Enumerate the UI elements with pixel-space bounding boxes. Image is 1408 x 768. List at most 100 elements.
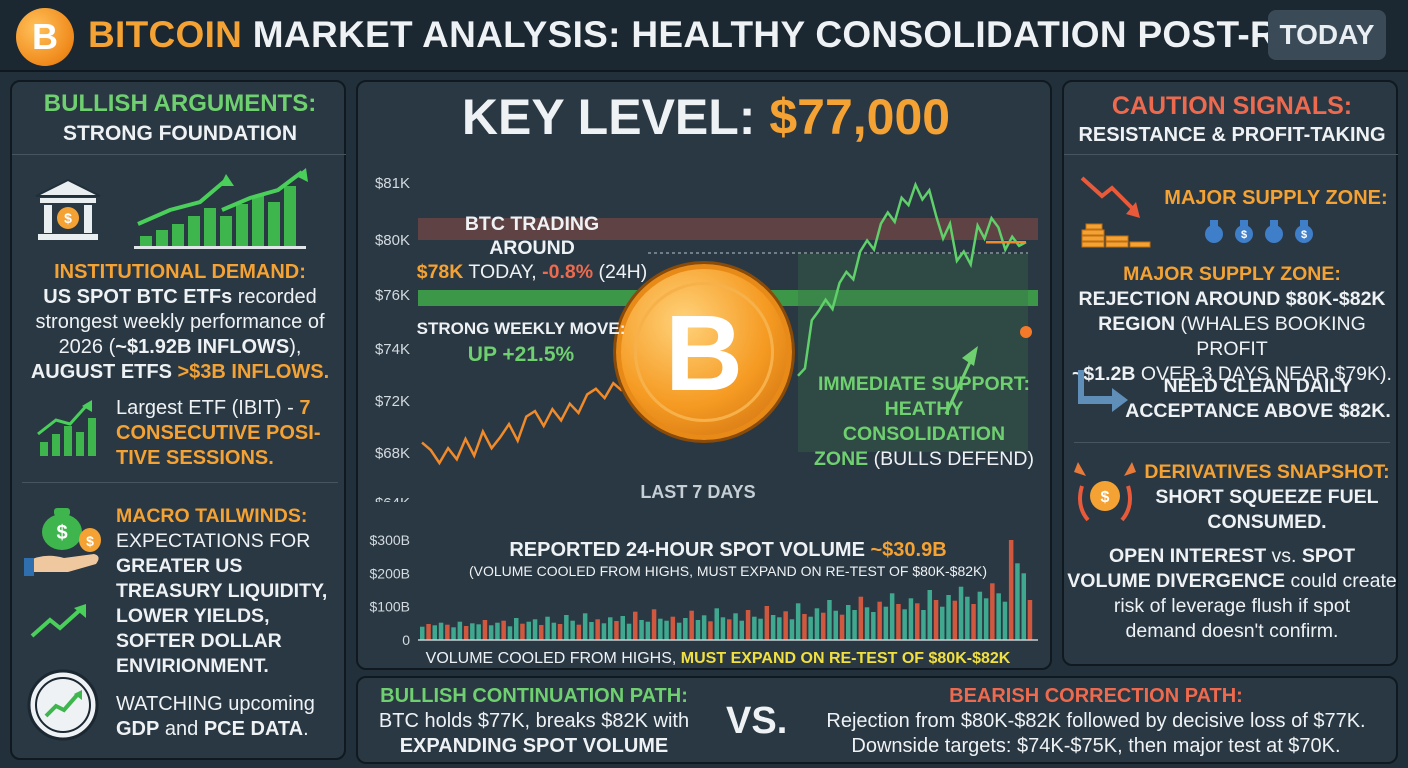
immediate-support-label: IMMEDIATE SUPPORT: HEATHY CONSOLIDATION … xyxy=(814,373,1034,470)
volume-bar xyxy=(758,618,763,640)
price-line-recent xyxy=(797,181,1027,377)
volume-bar xyxy=(852,610,857,640)
volume-bar xyxy=(651,609,657,640)
volume-bar xyxy=(739,620,744,640)
last-7-days-label: LAST 7 DAYS xyxy=(640,482,756,502)
volume-bar xyxy=(501,620,506,640)
volume-bar xyxy=(871,612,876,640)
today-button[interactable]: TODAY xyxy=(1268,10,1386,60)
btc-trading-label: BTC TRADING AROUND $78K TODAY, -0.8% (24… xyxy=(416,213,648,283)
volume-bar xyxy=(658,618,663,640)
supply-zone-block: MAJOR SUPPLY ZONE: REJECTION AROUND $80K… xyxy=(1072,263,1392,385)
volume-bar xyxy=(789,619,795,640)
svg-text:$: $ xyxy=(64,210,72,226)
bullish-panel: BULLISH ARGUMENTS: STRONG FOUNDATION $ xyxy=(10,80,346,760)
volume-bar xyxy=(664,620,669,640)
volume-bar xyxy=(827,600,832,640)
volume-bar xyxy=(933,600,939,640)
volume-bar xyxy=(1027,600,1033,640)
volume-bar xyxy=(551,622,557,640)
volume-bar xyxy=(714,608,719,640)
volume-bar xyxy=(564,615,569,640)
volume-bar xyxy=(889,593,895,640)
volume-bar xyxy=(745,610,751,640)
need-acceptance-block: NEED CLEAN DAILY ACCEPTANCE ABOVE $82K. xyxy=(1125,375,1391,422)
volume-bar xyxy=(614,621,619,640)
volume-footnote: VOLUME COOLED FROM HIGHS, MUST EXPAND ON… xyxy=(425,650,1011,667)
caution-subtitle: RESISTANCE & PROFIT-TAKING xyxy=(1078,124,1386,146)
bullish-title: BULLISH ARGUMENTS: xyxy=(43,90,317,117)
price-tick-label: $68K xyxy=(375,445,410,462)
volume-bar xyxy=(532,619,538,640)
volume-bar xyxy=(601,623,607,640)
volume-bar xyxy=(915,603,920,640)
volume-bar xyxy=(520,623,525,640)
volume-bar xyxy=(639,620,644,640)
volume-bar xyxy=(633,611,638,640)
watching-block: WATCHING upcoming GDP and PCE DATA. xyxy=(116,693,315,740)
volume-bar xyxy=(777,617,782,640)
small-growth-icon xyxy=(37,400,96,456)
volume-bar xyxy=(864,607,870,640)
volume-bar xyxy=(877,601,882,640)
open-interest-block: OPEN INTEREST vs. SPOT VOLUME DIVERGENCE… xyxy=(1067,545,1397,642)
caution-panel: CAUTION SIGNALS: RESISTANCE & PROFIT-TAK… xyxy=(1062,80,1398,666)
volume-bar xyxy=(783,611,788,640)
volume-bar xyxy=(451,627,456,640)
volume-bar xyxy=(1015,563,1020,640)
volume-bar xyxy=(908,598,914,640)
institutional-demand-block: INSTITUTIONAL DEMAND: US SPOT BTC ETFs r… xyxy=(30,261,330,383)
volume-bar xyxy=(821,612,826,640)
svg-text:$: $ xyxy=(1241,229,1247,241)
volume-chart: $300B $200B $100B 0 xyxy=(370,532,1038,647)
page-title: BITCOIN MARKET ANALYSIS: HEALTHY CONSOLI… xyxy=(88,14,1372,55)
volume-bar xyxy=(539,625,544,640)
volume-bar xyxy=(445,624,450,640)
svg-text:$: $ xyxy=(1101,489,1110,506)
key-level-panel: KEY LEVEL: $77,000 $81K $80K $76K $74K $72K $… xyxy=(356,80,1052,670)
growth-chart-icon xyxy=(134,168,308,249)
volume-bar xyxy=(589,622,594,640)
volume-bar xyxy=(983,598,989,640)
current-price-dot xyxy=(1020,326,1032,338)
volume-bar xyxy=(958,586,964,640)
volume-bar xyxy=(902,609,907,640)
volume-bar xyxy=(570,620,575,640)
volume-bar xyxy=(858,596,864,640)
vs-label: VS. xyxy=(726,700,788,742)
volume-bar xyxy=(802,614,807,640)
volume-bar xyxy=(576,624,582,640)
volume-bar xyxy=(733,613,738,640)
volume-bar xyxy=(695,620,701,640)
volume-bar xyxy=(770,615,776,640)
volume-bar xyxy=(701,615,707,640)
volume-bar xyxy=(645,621,651,640)
volume-bar xyxy=(1002,601,1008,640)
volume-bar xyxy=(595,619,600,640)
volume-bar xyxy=(426,624,431,640)
bitcoin-logo-icon: B xyxy=(16,8,74,66)
price-tick-label: $72K xyxy=(375,393,410,410)
svg-text:$: $ xyxy=(1301,229,1307,241)
price-tick-label: $80K xyxy=(375,232,410,249)
trend-up-arrow-icon xyxy=(30,604,86,638)
volume-bar xyxy=(708,621,713,640)
volume-tick-label: $100B xyxy=(370,599,410,615)
volume-bar xyxy=(526,621,531,640)
volume-bar xyxy=(438,622,444,640)
volume-bar xyxy=(952,600,958,640)
volume-bar xyxy=(482,620,488,640)
supply-zone-head: MAJOR SUPPLY ZONE: xyxy=(1164,187,1388,209)
volume-bar xyxy=(620,616,625,640)
volume-bar xyxy=(1008,540,1014,640)
volume-bar xyxy=(514,618,519,640)
volume-bar xyxy=(420,626,425,640)
ibit-block: Largest ETF (IBIT) - 7 CONSECUTIVE POSI-… xyxy=(116,397,321,469)
volume-bar xyxy=(676,622,682,640)
bearish-path-block: BEARISH CORRECTION PATH: Rejection from … xyxy=(826,685,1366,757)
volume-bar xyxy=(921,610,926,640)
volume-bar xyxy=(996,593,1001,640)
money-bags-icon: $ $ xyxy=(1205,220,1313,243)
volume-tick-label: $300B xyxy=(370,532,410,548)
volume-bar xyxy=(670,616,676,640)
